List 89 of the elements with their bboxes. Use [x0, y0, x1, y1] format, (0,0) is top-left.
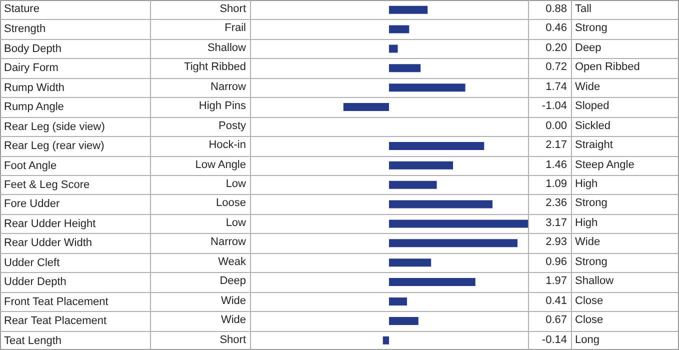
text: Loose [216, 196, 246, 212]
data-label: 0.96 [546, 254, 567, 270]
y-tick-label: Stature [4, 2, 40, 17]
data-label: 3.17 [546, 216, 567, 231]
text: Low [226, 177, 246, 192]
text: High Pins [198, 99, 246, 114]
bar [389, 220, 528, 228]
data-label: 0.00 [546, 118, 567, 134]
text: Tight Ribbed [184, 60, 246, 76]
data-label: 0.88 [546, 2, 567, 17]
text: Close [575, 294, 604, 309]
y-tick-label: Teat Length [4, 334, 62, 349]
text: Narrow [210, 235, 246, 250]
data-label: 2.36 [546, 196, 567, 212]
text: Low Angle [195, 158, 246, 173]
data-label: 2.17 [546, 138, 567, 154]
text: Shallow [207, 40, 246, 56]
text: Straight [575, 138, 613, 154]
y-tick-label: Foot Angle [4, 158, 57, 174]
text: Sickled [575, 118, 610, 134]
text: Short [220, 332, 246, 348]
data-label: 1.74 [546, 80, 567, 95]
y-tick-label: Rear Udder Width [4, 236, 92, 252]
y-tick-label: Dairy Form [4, 61, 58, 76]
text: Strong [575, 196, 608, 212]
bar [389, 64, 421, 72]
text: Close [575, 313, 604, 328]
y-tick-label: Rear Udder Height [4, 216, 96, 232]
y-tick-label: Rear Teat Placement [4, 314, 107, 330]
bar [389, 239, 518, 248]
data-label: 0.72 [546, 60, 567, 76]
text: High [575, 216, 598, 231]
y-tick-label: Udder Cleft [4, 256, 60, 271]
text: Deep [220, 274, 246, 290]
bar [343, 103, 389, 112]
bar [389, 258, 432, 267]
data-label: 0.67 [546, 313, 567, 328]
text: Steep Angle [575, 158, 634, 173]
data-label: -0.14 [542, 332, 567, 348]
bar [389, 278, 476, 286]
text: Weak [218, 254, 246, 270]
y-tick-label: Body Depth [4, 42, 62, 57]
bar [389, 25, 410, 34]
text: Low [226, 216, 246, 231]
text: Wide [575, 80, 600, 95]
text: Narrow [210, 80, 246, 95]
y-tick-label: Strength [4, 22, 46, 38]
y-tick-label: Rear Leg (side view) [4, 120, 105, 135]
text: Strong [575, 21, 608, 36]
text: Wide [220, 294, 246, 309]
bar [389, 200, 492, 208]
data-label: 1.97 [546, 274, 567, 290]
text: Deep [575, 40, 602, 56]
data-label: 0.46 [546, 21, 567, 36]
bar [389, 316, 418, 325]
y-tick-label: Udder Depth [4, 275, 66, 290]
bar [389, 44, 398, 53]
text: Shallow [575, 274, 614, 290]
text: Sloped [575, 99, 610, 114]
data-label: 0.41 [546, 294, 567, 309]
bar [389, 161, 454, 170]
bar [389, 142, 484, 150]
bar [389, 6, 428, 14]
text: Hock-in [208, 138, 246, 154]
data-label: 2.93 [546, 235, 567, 250]
bar [389, 84, 466, 92]
text: Frail [224, 21, 246, 36]
text: Wide [575, 235, 600, 250]
y-tick-label: Rump Angle [4, 100, 64, 116]
text: High [575, 177, 598, 192]
data-label: -1.04 [542, 99, 567, 114]
text: Short [220, 2, 246, 17]
y-tick-label: Fore Udder [4, 197, 60, 212]
text: Long [575, 332, 600, 348]
bar [389, 180, 437, 189]
data-label: 0.20 [546, 40, 567, 56]
data-label: 1.09 [546, 177, 567, 192]
y-tick-label: Rump Width [4, 80, 65, 96]
text: Open Ribbed [575, 60, 640, 76]
data-label: 1.46 [546, 158, 567, 173]
y-tick-label: Front Teat Placement [4, 294, 108, 310]
text: Posty [218, 118, 246, 134]
bar [382, 336, 389, 344]
y-tick-label: Feet & Leg Score [4, 178, 90, 193]
text: Wide [220, 313, 246, 328]
bar [389, 298, 407, 306]
text: Tall [575, 2, 592, 17]
y-tick-label: Rear Leg (rear view) [4, 139, 104, 154]
text: Strong [575, 254, 608, 270]
